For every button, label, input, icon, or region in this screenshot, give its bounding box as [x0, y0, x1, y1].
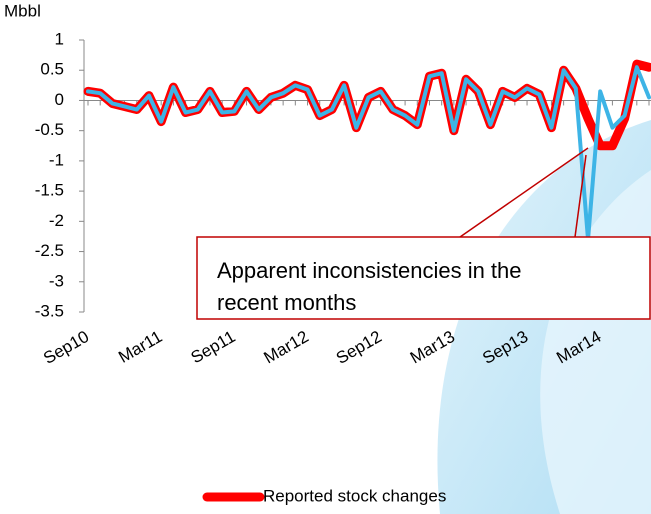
- x-tick-label: Sep12: [333, 327, 385, 368]
- legend-label: Reported stock changes: [263, 486, 446, 505]
- x-tick-label: Mar11: [115, 327, 165, 367]
- annotation-text: recent months: [217, 290, 356, 315]
- y-tick-label: 0.5: [40, 60, 64, 79]
- y-tick-label: 1: [55, 29, 64, 48]
- annotation-text: Apparent inconsistencies in the: [217, 258, 522, 283]
- y-tick-label: -0.5: [35, 120, 64, 139]
- x-tick-label: Sep10: [40, 327, 92, 368]
- y-tick-label: -3.5: [35, 301, 64, 320]
- y-tick-label: 0: [55, 90, 64, 109]
- y-tick-label: -1.5: [35, 181, 64, 200]
- x-tick-label: Mar12: [261, 327, 312, 368]
- x-tick-label: Sep11: [188, 327, 239, 367]
- y-tick-label: -1: [49, 150, 64, 169]
- chart: Mbbl 1 0.5 0 -0.5 -1 -1.5 -2 -2.5 -3 -3.5 Sep10 Mar…: [0, 0, 651, 514]
- y-tick-label: -2.5: [35, 241, 64, 260]
- series-line: [88, 64, 649, 146]
- y-tick-label: -3: [49, 271, 64, 290]
- y-tick-label: -2: [49, 211, 64, 230]
- y-axis-label: Mbbl: [4, 1, 41, 20]
